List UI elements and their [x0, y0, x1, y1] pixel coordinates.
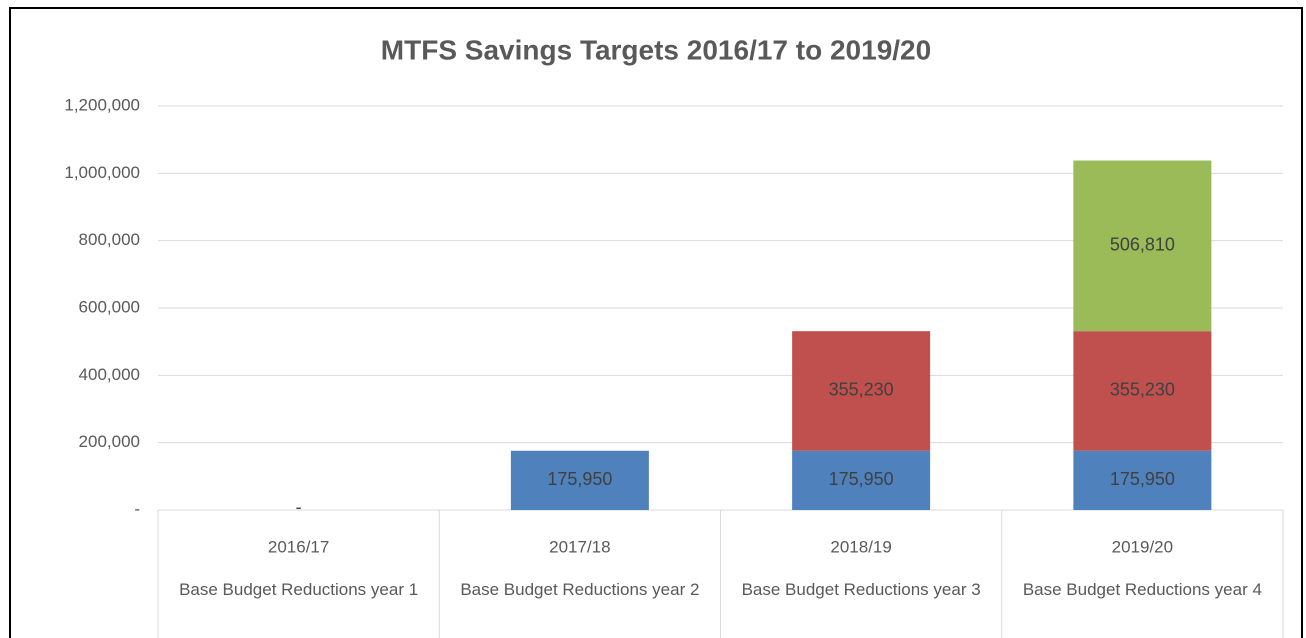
- bar-segment: [1073, 450, 1212, 510]
- data-label: 175,950: [547, 469, 612, 489]
- category-sublabel: Base Budget Reductions year 1: [179, 580, 419, 599]
- y-tick-label: 200,000: [79, 432, 140, 451]
- y-tick-label: 800,000: [79, 230, 140, 249]
- bar-segment: [1073, 331, 1212, 451]
- data-label: -: [296, 497, 302, 517]
- x-tick-label: 2017/18: [549, 537, 610, 556]
- bar-segment: [792, 331, 931, 451]
- x-tick-label: 2018/19: [830, 537, 891, 556]
- data-label: 175,950: [1110, 469, 1175, 489]
- chart-border: [9, 7, 1303, 638]
- y-tick-label: 600,000: [79, 297, 140, 316]
- x-tick-label: 2016/17: [268, 537, 329, 556]
- y-tick-label: 1,000,000: [64, 163, 140, 182]
- data-label: 506,810: [1110, 235, 1175, 255]
- x-tick-label: 2019/20: [1112, 537, 1173, 556]
- bar-segment: [510, 450, 649, 510]
- data-label: 355,230: [829, 380, 894, 400]
- data-label: 175,950: [829, 469, 894, 489]
- chart-title: MTFS Savings Targets 2016/17 to 2019/20: [381, 34, 931, 65]
- y-tick-label: 1,200,000: [64, 95, 140, 114]
- y-tick-label: 400,000: [79, 365, 140, 384]
- y-tick-label: -: [134, 499, 140, 518]
- data-label: 355,230: [1110, 380, 1175, 400]
- category-sublabel: Base Budget Reductions year 2: [460, 580, 700, 599]
- bar-segment: [792, 450, 931, 510]
- category-sublabel: Base Budget Reductions year 3: [741, 580, 981, 599]
- bar-segment: [1073, 160, 1212, 332]
- category-sublabel: Base Budget Reductions year 4: [1022, 580, 1262, 599]
